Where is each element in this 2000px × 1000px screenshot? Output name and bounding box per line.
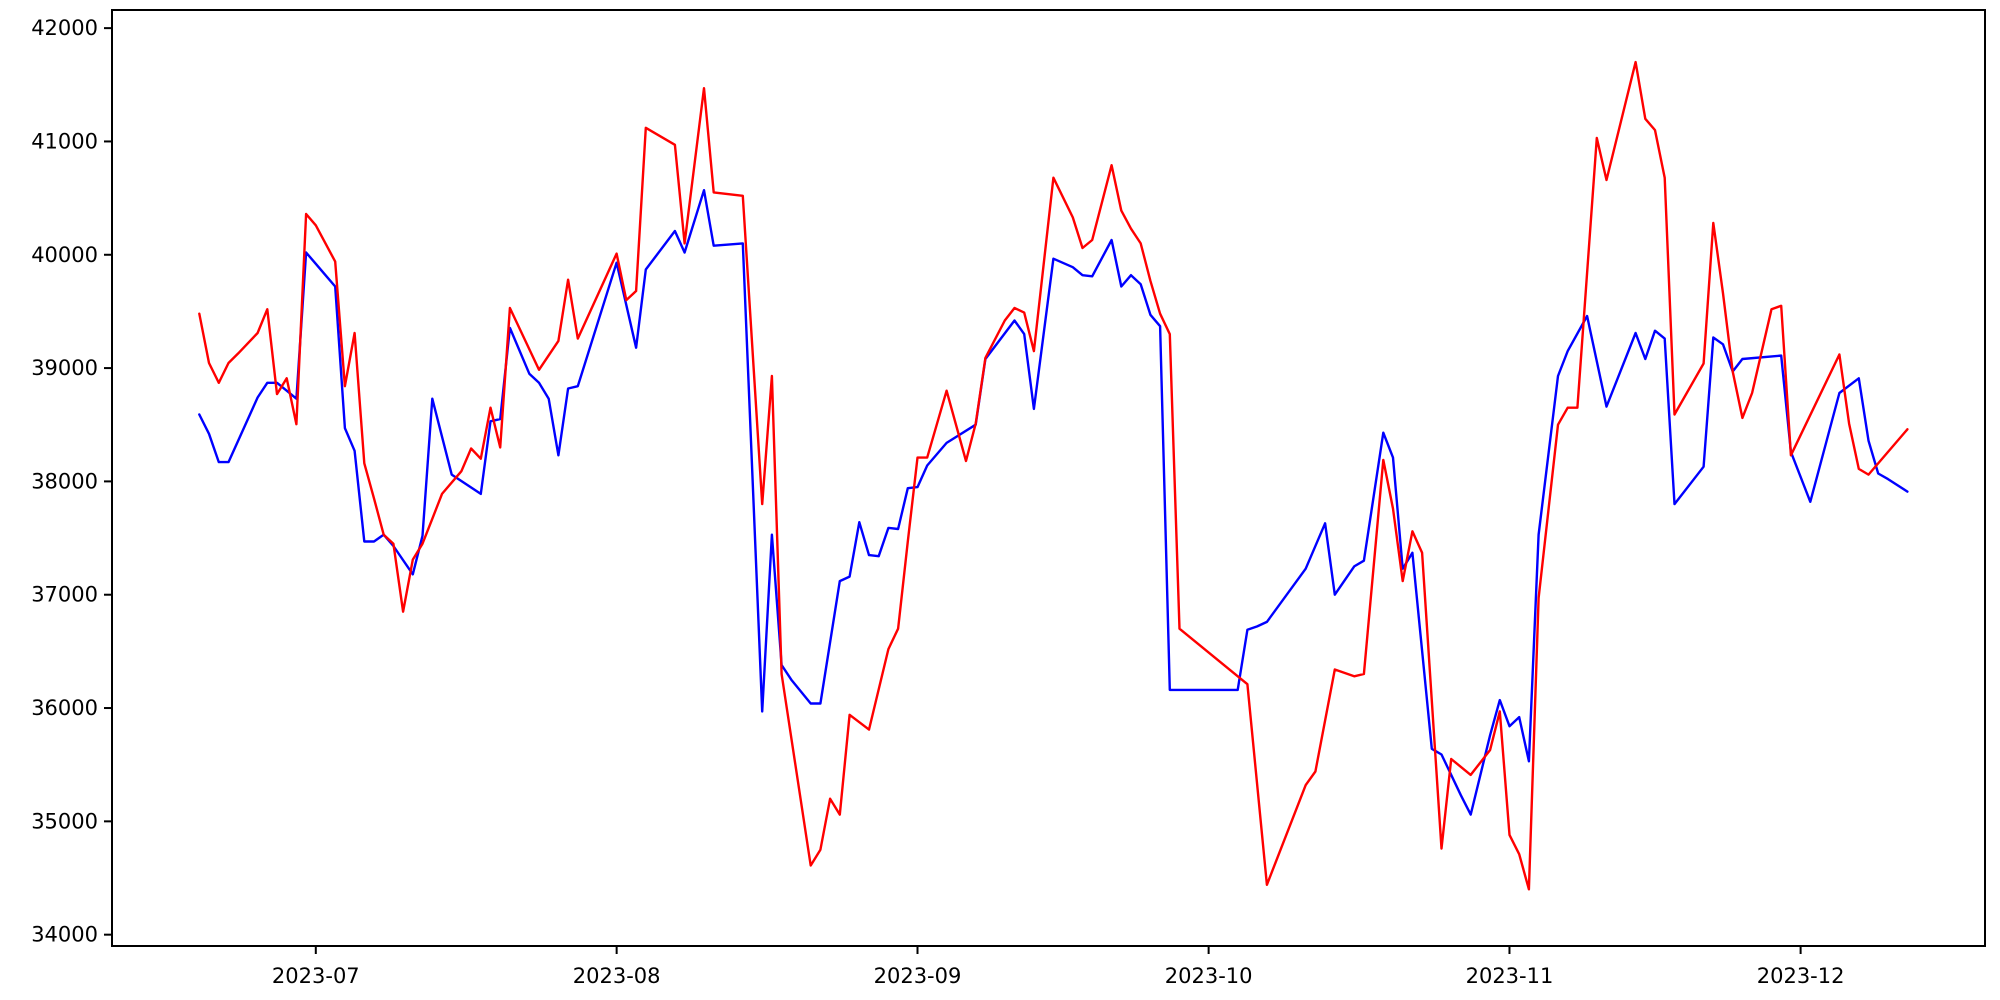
y-tick-label: 41000 (31, 129, 98, 153)
red-series-line (198, 60, 1909, 891)
x-tick-label: 2023-11 (1466, 964, 1554, 988)
y-tick-label: 37000 (31, 583, 98, 607)
y-tick-label: 36000 (31, 696, 98, 720)
y-tick-label: 35000 (31, 809, 98, 833)
x-tick-label: 2023-08 (573, 964, 661, 988)
y-tick-label: 42000 (31, 16, 98, 40)
x-tick-label: 2023-07 (272, 964, 360, 988)
y-tick-label: 40000 (31, 243, 98, 267)
x-tick-label: 2023-09 (874, 964, 962, 988)
y-tick-label: 39000 (31, 356, 98, 380)
x-tick-label: 2023-10 (1165, 964, 1253, 988)
axes-spines (111, 9, 1986, 947)
y-tick-label: 34000 (31, 923, 98, 947)
x-tick-label: 2023-12 (1757, 964, 1845, 988)
y-tick-label: 38000 (31, 469, 98, 493)
